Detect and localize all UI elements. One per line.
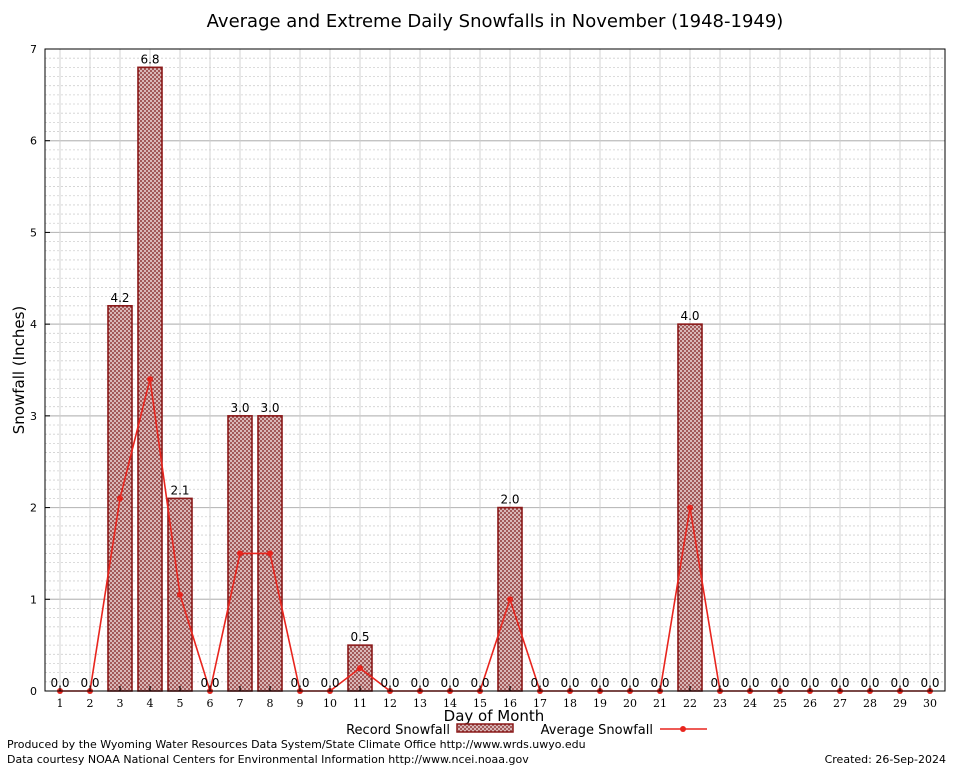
- x-tick-label: 20: [623, 697, 637, 710]
- y-tick-label: 7: [30, 43, 37, 56]
- x-tick-label: 2: [87, 697, 94, 710]
- x-tick-label: 16: [503, 697, 517, 710]
- x-tick-label: 9: [297, 697, 304, 710]
- bar-label-day-28: 0.0: [860, 676, 879, 690]
- bar-label-day-29: 0.0: [890, 676, 909, 690]
- x-tick-label: 1: [57, 697, 64, 710]
- x-tick-label: 23: [713, 697, 727, 710]
- bar-label-day-21: 0.0: [650, 676, 669, 690]
- x-tick-label: 21: [653, 697, 667, 710]
- bar-label-day-5: 2.1: [170, 483, 189, 497]
- x-tick-label: 8: [267, 697, 274, 710]
- bar-label-day-13: 0.0: [410, 676, 429, 690]
- x-tick-labels: 1 2 3 4 5 6 7 8 9 10 11 12 13 14 15 16 17 18 19 20 21 22 23 24 2…: [57, 686, 937, 710]
- x-tick-label: 29: [893, 697, 907, 710]
- x-tick-label: 4: [147, 697, 154, 710]
- y-tick-label: 1: [30, 593, 37, 606]
- x-tick-label: 7: [237, 697, 244, 710]
- y-tick-label: 2: [30, 502, 37, 515]
- x-tick-label: 3: [117, 697, 124, 710]
- bar-label-day-7: 3.0: [230, 401, 249, 415]
- bar-label-day-4: 6.8: [140, 52, 159, 66]
- x-tick-label: 14: [443, 697, 457, 710]
- x-tick-label: 17: [533, 697, 547, 710]
- bar-label-day-14: 0.0: [440, 676, 459, 690]
- average-point-day-11: [357, 665, 363, 672]
- plot-frame: [44, 48, 946, 692]
- x-tick-label: 10: [323, 697, 337, 710]
- bar-label-day-25: 0.0: [770, 676, 789, 690]
- bar-label-day-22: 4.0: [680, 309, 699, 323]
- x-tick-label: 30: [923, 697, 937, 710]
- bar-label-day-30: 0.0: [920, 676, 939, 690]
- y-tick-labels: 0 1 2 3 4 5 6 7: [30, 43, 50, 698]
- y-axis-label: Snowfall (Inches): [10, 306, 28, 434]
- x-tick-label: 27: [833, 697, 847, 710]
- x-tick-label: 15: [473, 697, 487, 710]
- bar-label-day-15: 0.0: [470, 676, 489, 690]
- average-point-day-5: [177, 591, 183, 598]
- x-tick-label: 5: [177, 697, 184, 710]
- bar-label-day-12: 0.0: [380, 676, 399, 690]
- bar-labels: 0.0 0.0 4.2 6.8 2.1 0.0 3.0 3.0 0.0 0.0 0.5 0.0 0.0 0…: [50, 52, 939, 690]
- bar-label-day-11: 0.5: [350, 630, 369, 644]
- x-tick-label: 28: [863, 697, 877, 710]
- bar-label-day-2: 0.0: [80, 676, 99, 690]
- average-point-day-7: [237, 550, 243, 557]
- x-tick-label: 19: [593, 697, 607, 710]
- bar-label-day-27: 0.0: [830, 676, 849, 690]
- average-point-day-8: [267, 550, 273, 557]
- bar-label-day-18: 0.0: [560, 676, 579, 690]
- x-tick-label: 13: [413, 697, 427, 710]
- x-tick-label: 18: [563, 697, 577, 710]
- legend-average-marker: [680, 726, 686, 732]
- y-tick-label: 0: [30, 685, 37, 698]
- average-point-day-16: [507, 596, 513, 603]
- y-tick-label: 4: [30, 318, 37, 331]
- footer-produced-by: Produced by the Wyoming Water Resources …: [7, 738, 586, 751]
- bar-label-day-16: 2.0: [500, 493, 519, 507]
- y-tick-label: 3: [30, 410, 37, 423]
- legend-average-label: Average Snowfall: [541, 723, 653, 738]
- bar-label-day-24: 0.0: [740, 676, 759, 690]
- bar-label-day-19: 0.0: [590, 676, 609, 690]
- grid-lines: [45, 49, 945, 691]
- legend-record-label: Record Snowfall: [346, 723, 450, 738]
- bar-label-day-17: 0.0: [530, 676, 549, 690]
- bar-label-day-8: 3.0: [260, 401, 279, 415]
- x-axis-label: Day of Month: [444, 707, 545, 725]
- bar-label-day-9: 0.0: [290, 676, 309, 690]
- x-tick-label: 26: [803, 697, 817, 710]
- y-tick-label: 6: [30, 135, 37, 148]
- bar-label-day-1: 0.0: [50, 676, 69, 690]
- x-tick-label: 24: [743, 697, 757, 710]
- average-point-day-3: [117, 495, 123, 502]
- y-tick-label: 5: [30, 226, 37, 239]
- footer-created-date: Created: 26-Sep-2024: [824, 753, 946, 766]
- bar-label-day-26: 0.0: [800, 676, 819, 690]
- footer-data-courtesy: Data courtesy NOAA National Centers for …: [7, 753, 529, 766]
- legend-record-swatch: [456, 723, 514, 733]
- legend: Record Snowfall Average Snowfall: [346, 723, 707, 738]
- bar-label-day-20: 0.0: [620, 676, 639, 690]
- average-point-day-4: [147, 376, 153, 383]
- x-tick-label: 11: [353, 697, 367, 710]
- chart-title: Average and Extreme Daily Snowfalls in N…: [207, 11, 784, 32]
- x-tick-label: 12: [383, 697, 397, 710]
- x-tick-label: 6: [207, 697, 214, 710]
- bar-label-day-10: 0.0: [320, 676, 339, 690]
- x-tick-label: 25: [773, 697, 787, 710]
- bar-label-day-3: 4.2: [110, 291, 129, 305]
- bar-label-day-23: 0.0: [710, 676, 729, 690]
- x-tick-label: 22: [683, 697, 697, 710]
- bar-label-day-6: 0.0: [200, 676, 219, 690]
- average-point-day-22: [687, 504, 693, 511]
